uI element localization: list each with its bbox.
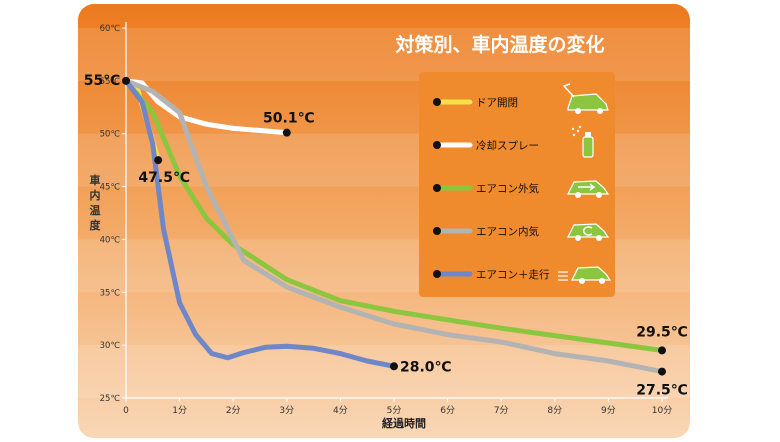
x-tick-label: 8分 bbox=[547, 405, 562, 416]
y-axis-label: 車内温度 bbox=[90, 173, 102, 232]
x-tick-label: 5分 bbox=[387, 405, 402, 416]
legend-item: 冷却スプレー bbox=[433, 125, 594, 158]
data-point-dot bbox=[658, 367, 666, 376]
legend-label: ドア開閉 bbox=[476, 97, 518, 109]
chart-title: 対策別、車内温度の変化 bbox=[394, 33, 604, 56]
car-body bbox=[567, 93, 609, 111]
data-point-label: 28.0℃ bbox=[400, 359, 452, 375]
legend-dot bbox=[433, 141, 441, 149]
legend-dot bbox=[433, 98, 441, 106]
can-nozzle bbox=[585, 132, 591, 137]
wheel bbox=[575, 192, 581, 198]
x-tick-label: 6分 bbox=[440, 405, 455, 416]
legend-item: エアコン＋走行 bbox=[433, 266, 612, 284]
data-point-label: 50.1℃ bbox=[263, 111, 315, 127]
x-tick-label: 1分 bbox=[172, 405, 187, 416]
legend-item: エアコン外気 bbox=[433, 180, 610, 198]
legend-dot bbox=[433, 184, 441, 192]
wheel bbox=[596, 235, 602, 241]
y-tick-label: 35℃ bbox=[100, 288, 121, 298]
y-axis-label-char: 内 bbox=[90, 188, 101, 202]
airflow-arrow bbox=[578, 183, 596, 191]
legend-item: ドア開閉 bbox=[433, 83, 609, 114]
series-line-4 bbox=[123, 78, 665, 375]
car-outside-air-icon bbox=[567, 180, 610, 198]
x-tick-label: 2分 bbox=[226, 405, 241, 416]
y-tick-label: 55℃ bbox=[100, 77, 121, 87]
y-tick-label: 45℃ bbox=[100, 183, 121, 193]
legend-item: エアコン内気 bbox=[433, 223, 610, 241]
spray-dot bbox=[571, 127, 575, 131]
wheel bbox=[597, 108, 603, 114]
y-tick-label: 40℃ bbox=[100, 235, 121, 245]
data-point-dot bbox=[122, 76, 130, 85]
spray-dot bbox=[578, 125, 582, 129]
legend-label: エアコン内気 bbox=[476, 225, 539, 238]
y-axis-label-char: 車 bbox=[90, 173, 101, 187]
y-tick-label: 60℃ bbox=[100, 24, 121, 34]
car-recirculation-icon bbox=[567, 223, 610, 241]
annotations: 55℃ 47.5℃ 50.1℃ 28.0℃ 29.5℃ 27.5℃ bbox=[84, 73, 688, 399]
recirculation-arrow bbox=[583, 226, 593, 236]
wheel bbox=[575, 235, 581, 241]
wheel bbox=[596, 192, 602, 198]
y-tick-label: 30℃ bbox=[100, 341, 121, 351]
x-tick-label: 3分 bbox=[279, 405, 294, 416]
data-point-label: 47.5℃ bbox=[138, 170, 190, 186]
spray-dot bbox=[576, 129, 580, 133]
data-point-label: 29.5℃ bbox=[636, 324, 688, 340]
car-driving-icon bbox=[558, 266, 612, 284]
wheel bbox=[579, 278, 585, 284]
data-point-label: 55℃ bbox=[84, 73, 120, 89]
wheel bbox=[575, 108, 581, 114]
door-shape bbox=[562, 83, 575, 98]
spray-can-icon bbox=[571, 125, 594, 158]
x-tick-label: 9分 bbox=[601, 405, 616, 416]
series-lines bbox=[123, 78, 665, 375]
data-point-dot bbox=[390, 362, 398, 371]
x-tick-label: 0 bbox=[123, 406, 129, 416]
series-line-3 bbox=[123, 78, 665, 353]
temperature-band bbox=[78, 345, 690, 398]
series-line-5 bbox=[123, 78, 397, 369]
legend-box bbox=[419, 72, 615, 297]
spray-dot bbox=[572, 133, 576, 137]
x-tick-label: 7分 bbox=[494, 405, 509, 416]
legend-dot bbox=[433, 227, 441, 235]
y-tick-label: 50℃ bbox=[100, 130, 121, 140]
x-tick-label: 10分 bbox=[652, 405, 672, 416]
wheel bbox=[599, 278, 605, 284]
legend-label: エアコン＋走行 bbox=[476, 268, 550, 281]
y-tick-label: 25℃ bbox=[100, 394, 121, 404]
x-axis-label: 経過時間 bbox=[382, 416, 426, 430]
y-axis-label-char: 度 bbox=[90, 218, 102, 232]
legend-label: エアコン外気 bbox=[476, 182, 539, 195]
data-point-dot bbox=[154, 156, 163, 165]
data-point-label: 27.5℃ bbox=[636, 383, 688, 399]
can-body bbox=[582, 136, 594, 158]
data-point-dot bbox=[282, 128, 291, 137]
legend-label: 冷却スプレー bbox=[476, 139, 539, 152]
y-axis-label-char: 温 bbox=[90, 203, 101, 217]
x-tick-label: 4分 bbox=[333, 405, 348, 416]
data-point-dot bbox=[658, 346, 666, 355]
legend-dot bbox=[433, 270, 441, 278]
car-door-open-icon bbox=[562, 83, 609, 114]
